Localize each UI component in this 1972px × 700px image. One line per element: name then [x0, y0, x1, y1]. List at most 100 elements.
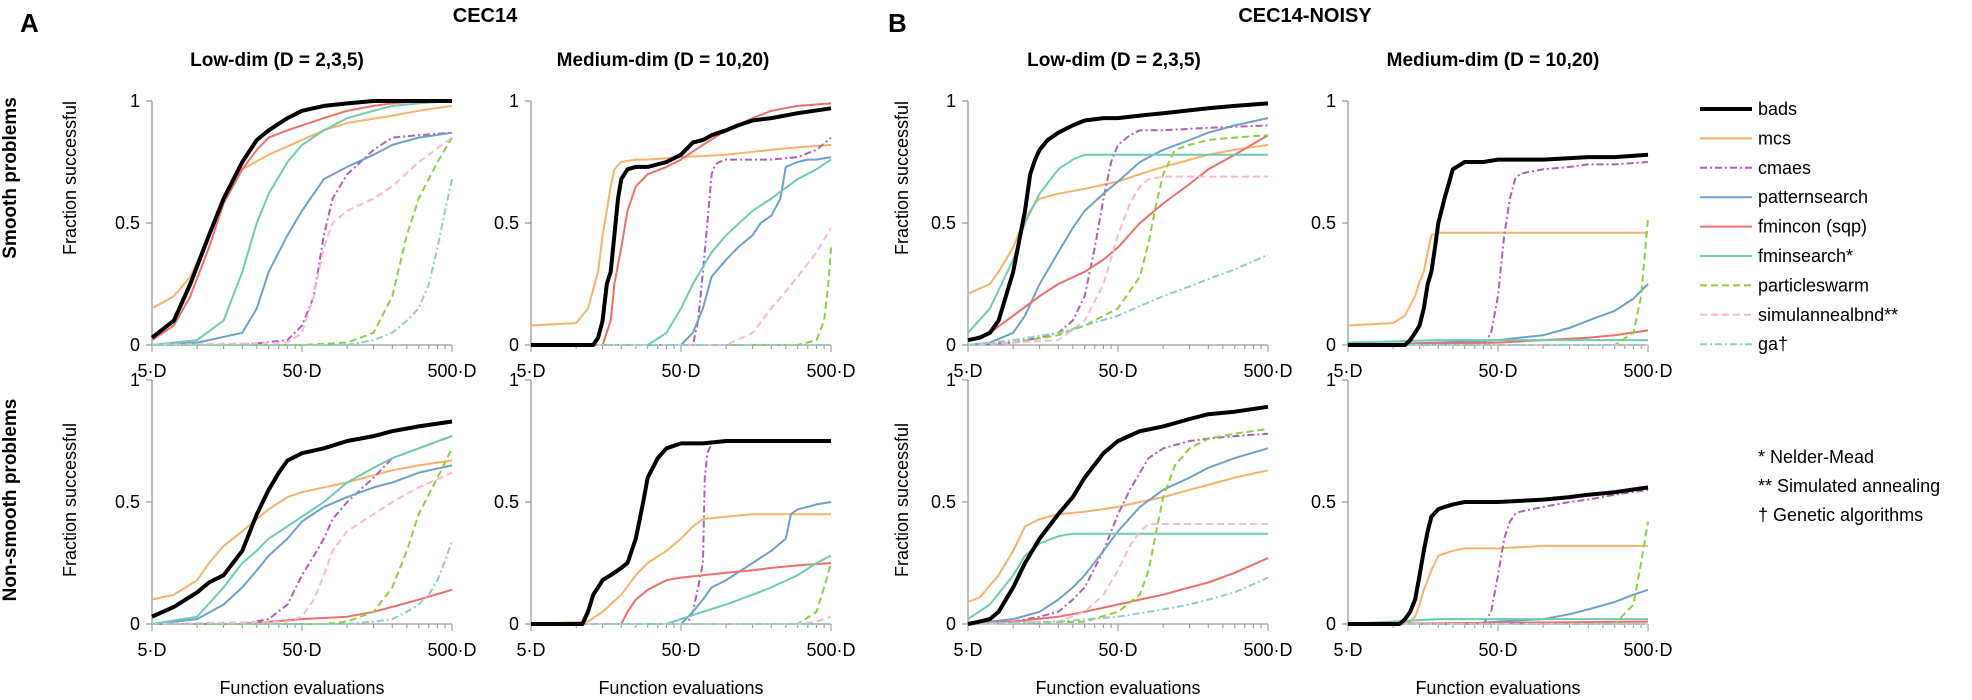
x-tick-label: 50·D: [1098, 361, 1137, 381]
x-tick-label: 5·D: [137, 640, 166, 660]
xlabel-col-4: Function evaluations: [1415, 678, 1580, 698]
x-tick-label: 50·D: [661, 640, 700, 660]
ylabel-top-a: Fraction successful: [60, 101, 80, 255]
series-line-particleswarm: [967, 427, 1269, 625]
x-tick-label: 50·D: [1098, 640, 1137, 660]
legend-item-simulannealbnd: simulannealbnd**: [1700, 305, 1898, 325]
x-tick-label: 5·D: [516, 640, 545, 660]
y-tick-label: 0: [1326, 614, 1336, 634]
xlabel-col-1: Function evaluations: [219, 678, 384, 698]
legend-label: fmincon (sqp): [1758, 217, 1867, 237]
legend-item-patternsearch: patternsearch: [1700, 187, 1868, 207]
panel-cec14-noisy-smooth-problems-medium-dim-d-10-20: 0 0.5 1 5·D 50·D 500·D: [1311, 91, 1673, 381]
legend-label: cmaes: [1758, 158, 1811, 178]
legend-item-mcs: mcs: [1700, 128, 1791, 148]
series-line-bads: [151, 419, 453, 619]
footnote-simulated-annealing: ** Simulated annealing: [1758, 476, 1940, 496]
legend-label: mcs: [1758, 128, 1791, 148]
y-tick-label: 0: [946, 335, 956, 355]
x-tick-label: 5·D: [137, 361, 166, 381]
x-tick-label: 500·D: [1243, 640, 1292, 660]
y-tick-label: 1: [946, 370, 956, 390]
series-line-cmaes: [152, 131, 453, 346]
series-line-fmincon-sqp: [531, 562, 832, 625]
series-line-fminsearch: [531, 158, 832, 346]
y-tick-label: 1: [946, 91, 956, 111]
legend-label: patternsearch: [1758, 187, 1868, 207]
series-line-cmaes: [152, 435, 453, 625]
x-tick-label: 500·D: [427, 640, 476, 660]
series-line-fminsearch: [531, 554, 832, 625]
group-title-cec14-noisy: CEC14-NOISY: [1238, 5, 1372, 27]
y-tick-label: 0.5: [1311, 492, 1336, 512]
x-tick-label: 500·D: [1243, 361, 1292, 381]
series-line-cmaes: [967, 432, 1269, 625]
series-line-fminsearch: [151, 100, 453, 346]
legend-label: particleswarm: [1758, 275, 1869, 295]
legend-item-fminsearch: fminsearch*: [1700, 246, 1853, 266]
y-tick-label: 0.5: [1311, 213, 1336, 233]
panel-cec14-noisy-smooth-problems-low-dim-d-2-3-5: 0 0.5 1 5·D 50·D 500·D: [931, 91, 1293, 381]
series-line-particleswarm: [152, 447, 453, 625]
series-line-cmaes: [967, 124, 1269, 346]
series-line-fminsearch: [1347, 339, 1648, 344]
series-line-bads: [150, 99, 452, 340]
legend-label: bads: [1758, 99, 1797, 119]
series-line-patternsearch: [151, 464, 453, 625]
series-line-simulannealbnd: [151, 471, 453, 625]
panel-cec14-smooth-problems-medium-dim-d-10-20: 0 0.5 1 5·D 50·D 500·D: [494, 91, 856, 381]
series-line-ga: [152, 178, 453, 346]
y-tick-label: 0.5: [494, 213, 519, 233]
y-tick-label: 0.5: [115, 492, 140, 512]
x-tick-label: 50·D: [661, 361, 700, 381]
footnote-nelder-mead: * Nelder-Mead: [1758, 447, 1874, 467]
series-line-particleswarm: [1348, 218, 1649, 346]
ylabel-bottom-b: Fraction successful: [892, 423, 912, 577]
footnote-genetic-algorithms: † Genetic algorithms: [1758, 505, 1923, 525]
legend-label: ga†: [1758, 334, 1788, 354]
panel-cec14-non-smooth-problems-low-dim-d-2-3-5: 0 0.5 1 5·D 50·D 500·D: [115, 370, 477, 660]
panel-cec14-non-smooth-problems-medium-dim-d-10-20: 0 0.5 1 5·D 50·D 500·D: [494, 370, 856, 660]
y-tick-label: 0.5: [115, 213, 140, 233]
y-tick-label: 0.5: [931, 492, 956, 512]
series-line-patternsearch: [531, 156, 832, 346]
series-line-simulannealbnd: [967, 523, 1268, 625]
x-tick-label: 50·D: [282, 361, 321, 381]
x-tick-label: 5·D: [1333, 361, 1362, 381]
series-line-particleswarm: [967, 134, 1269, 346]
y-tick-label: 1: [1326, 91, 1336, 111]
xlabel-col-2: Function evaluations: [598, 678, 763, 698]
series-line-bads: [967, 101, 1269, 343]
series-line-particleswarm: [531, 562, 832, 625]
series-line-mcs: [1347, 231, 1648, 327]
column-title-low-dim-a: Low-dim (D = 2,3,5): [190, 50, 364, 71]
legend-label: simulannealbnd**: [1758, 305, 1898, 325]
x-tick-label: 500·D: [427, 361, 476, 381]
column-title-low-dim-b: Low-dim (D = 2,3,5): [1027, 50, 1201, 71]
y-tick-label: 1: [509, 91, 519, 111]
series-line-ga: [967, 253, 1269, 346]
series-line-mcs: [530, 513, 831, 625]
y-tick-label: 0: [130, 614, 140, 634]
series-line-cmaes: [1348, 488, 1649, 625]
series-line-bads: [967, 404, 1269, 626]
series-line-patternsearch: [1347, 283, 1649, 346]
x-tick-label: 5·D: [1333, 640, 1362, 660]
panel-label-a: A: [20, 8, 39, 38]
legend-label: fminsearch*: [1758, 246, 1853, 266]
panel-cec14-noisy-non-smooth-problems-low-dim-d-2-3-5: 0 0.5 1 5·D 50·D 500·D: [931, 370, 1293, 660]
xlabel-col-3: Function evaluations: [1035, 678, 1200, 698]
series-line-mcs: [1347, 544, 1648, 625]
series-line-particleswarm: [152, 137, 453, 346]
panel-cec14-smooth-problems-low-dim-d-2-3-5: 0 0.5 1 5·D 50·D 500·D: [115, 91, 477, 381]
series-line-simulannealbnd: [531, 615, 832, 625]
legend-item-fmincon-sqp: fmincon (sqp): [1700, 217, 1867, 237]
legend-item-ga: ga†: [1700, 334, 1788, 354]
x-tick-label: 5·D: [953, 640, 982, 660]
x-tick-label: 500·D: [806, 361, 855, 381]
chart-panels: 0 0.5 1 5·D 50·D 500·D 0 0.5 1 5·D 50·D 500·D 0 0.5 1 5…: [115, 91, 1673, 660]
y-tick-label: 0: [130, 335, 140, 355]
ylabel-top-b: Fraction successful: [892, 101, 912, 255]
y-tick-label: 0: [509, 614, 519, 634]
